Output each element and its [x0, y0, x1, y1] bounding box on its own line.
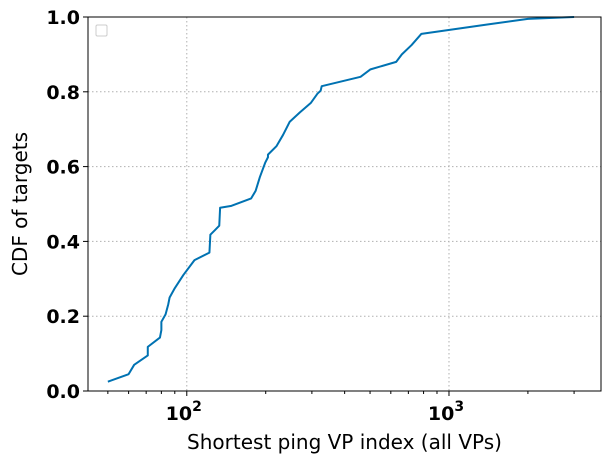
y-tick-label: 0.2 [46, 306, 80, 328]
series-layer [107, 16, 575, 383]
x-tick-label: 102 [166, 399, 202, 425]
grid-layer [88, 16, 601, 392]
legend-layer [95, 24, 108, 37]
y-tick-label: 0.0 [46, 381, 80, 403]
x-axis-title: Shortest ping VP index (all VPs) [187, 430, 502, 454]
tick-layer: 0.0 0.2 0.4 0.6 0.8 1.0 102 103 [46, 7, 575, 425]
y-tick-label: 1.0 [46, 7, 80, 29]
x-tick-label: 103 [428, 399, 464, 425]
legend-box [95, 24, 108, 37]
y-tick-label: 0.4 [46, 231, 80, 253]
y-axis-title: CDF of targets [8, 132, 32, 276]
y-tick-label: 0.6 [46, 157, 80, 179]
plot-area-frame [87, 16, 602, 392]
y-tick-label: 0.8 [46, 82, 80, 104]
cdf-series-line [107, 16, 575, 383]
